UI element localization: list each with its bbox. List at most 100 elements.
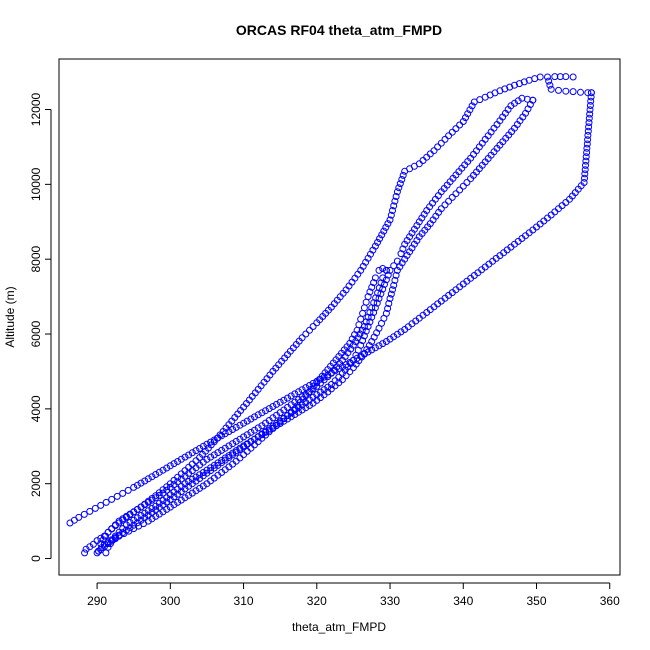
data-point — [379, 285, 387, 293]
data-point — [384, 305, 392, 312]
y-axis: 0 2000 4000 6000 8000 10000 12000 — [29, 93, 52, 562]
data-point — [302, 330, 310, 338]
data-point — [390, 262, 398, 270]
data-point — [181, 453, 189, 461]
data-point — [349, 341, 357, 349]
y-tick-label: 12000 — [29, 93, 43, 127]
data-point — [124, 486, 132, 494]
data-point — [181, 494, 189, 502]
data-point — [254, 424, 262, 432]
data-point — [355, 321, 363, 329]
data-point — [445, 132, 453, 140]
data-point — [80, 510, 88, 518]
x-tick-label: 360 — [600, 594, 620, 608]
data-point — [126, 524, 134, 532]
data-point — [70, 516, 78, 524]
data-point — [258, 434, 266, 442]
data-point — [287, 413, 295, 421]
data-point — [199, 482, 207, 490]
data-series — [95, 94, 537, 555]
data-point — [379, 274, 387, 282]
data-point — [137, 503, 145, 511]
data-point — [262, 407, 269, 415]
data-point — [459, 118, 467, 125]
data-point — [393, 188, 401, 196]
data-point — [152, 512, 160, 520]
data-series — [81, 73, 544, 557]
data-point — [470, 98, 478, 106]
data-point — [546, 81, 554, 89]
data-point — [583, 140, 591, 148]
data-point — [357, 315, 365, 323]
data-point — [582, 157, 590, 165]
data-point — [335, 365, 343, 373]
data-point — [401, 240, 409, 248]
data-point — [386, 216, 394, 224]
data-point — [243, 431, 251, 439]
data-point — [203, 466, 211, 474]
data-point — [390, 281, 398, 289]
data-point — [269, 403, 277, 410]
data-point — [459, 182, 467, 190]
data-point — [430, 147, 438, 155]
data-point — [382, 266, 390, 274]
data-point — [384, 271, 392, 279]
data-point — [389, 286, 396, 294]
data-point — [362, 318, 370, 326]
data-point — [141, 477, 149, 485]
data-point — [115, 528, 123, 536]
data-point — [243, 417, 251, 425]
data-point — [192, 473, 200, 481]
data-point — [515, 80, 523, 88]
chart-title: ORCAS RF04 theta_atm_FMPD — [236, 22, 442, 38]
data-point — [544, 73, 551, 81]
data-points — [66, 73, 595, 557]
data-point — [122, 512, 130, 520]
data-point — [188, 489, 196, 497]
data-point — [137, 479, 145, 487]
data-point — [148, 515, 156, 523]
data-series — [66, 89, 595, 527]
data-point — [448, 128, 456, 136]
data-point — [185, 451, 193, 459]
data-point — [399, 245, 407, 253]
data-point — [584, 89, 592, 97]
data-point — [177, 455, 185, 463]
data-series — [95, 266, 390, 555]
data-point — [152, 471, 160, 478]
data-point — [393, 266, 401, 274]
data-point — [577, 88, 584, 96]
data-point — [113, 492, 121, 500]
data-point — [273, 400, 280, 408]
data-point — [391, 276, 399, 284]
data-point — [221, 454, 229, 462]
y-tick-label: 0 — [29, 555, 43, 562]
data-point — [362, 298, 370, 306]
data-point — [587, 93, 595, 101]
data-point — [159, 508, 167, 516]
data-point — [104, 528, 112, 536]
data-point — [86, 507, 94, 515]
data-point — [379, 340, 387, 348]
y-tick-label: 4000 — [29, 395, 43, 422]
data-point — [295, 388, 302, 396]
data-point — [583, 144, 591, 152]
data-point — [199, 469, 207, 476]
data-point — [587, 97, 595, 105]
data-point — [370, 279, 378, 287]
data-point — [364, 323, 372, 330]
data-point — [170, 501, 178, 509]
data-point — [410, 225, 418, 233]
data-point — [240, 419, 248, 427]
data-point — [464, 110, 472, 118]
y-tick-label: 10000 — [29, 167, 43, 201]
data-point — [192, 447, 200, 455]
x-tick-label: 330 — [380, 594, 400, 608]
data-point — [386, 266, 394, 274]
data-point — [366, 318, 374, 326]
x-tick-label: 340 — [453, 594, 473, 608]
data-point — [163, 464, 171, 472]
data-point — [366, 288, 374, 296]
data-point — [395, 184, 403, 192]
data-point — [155, 468, 163, 476]
